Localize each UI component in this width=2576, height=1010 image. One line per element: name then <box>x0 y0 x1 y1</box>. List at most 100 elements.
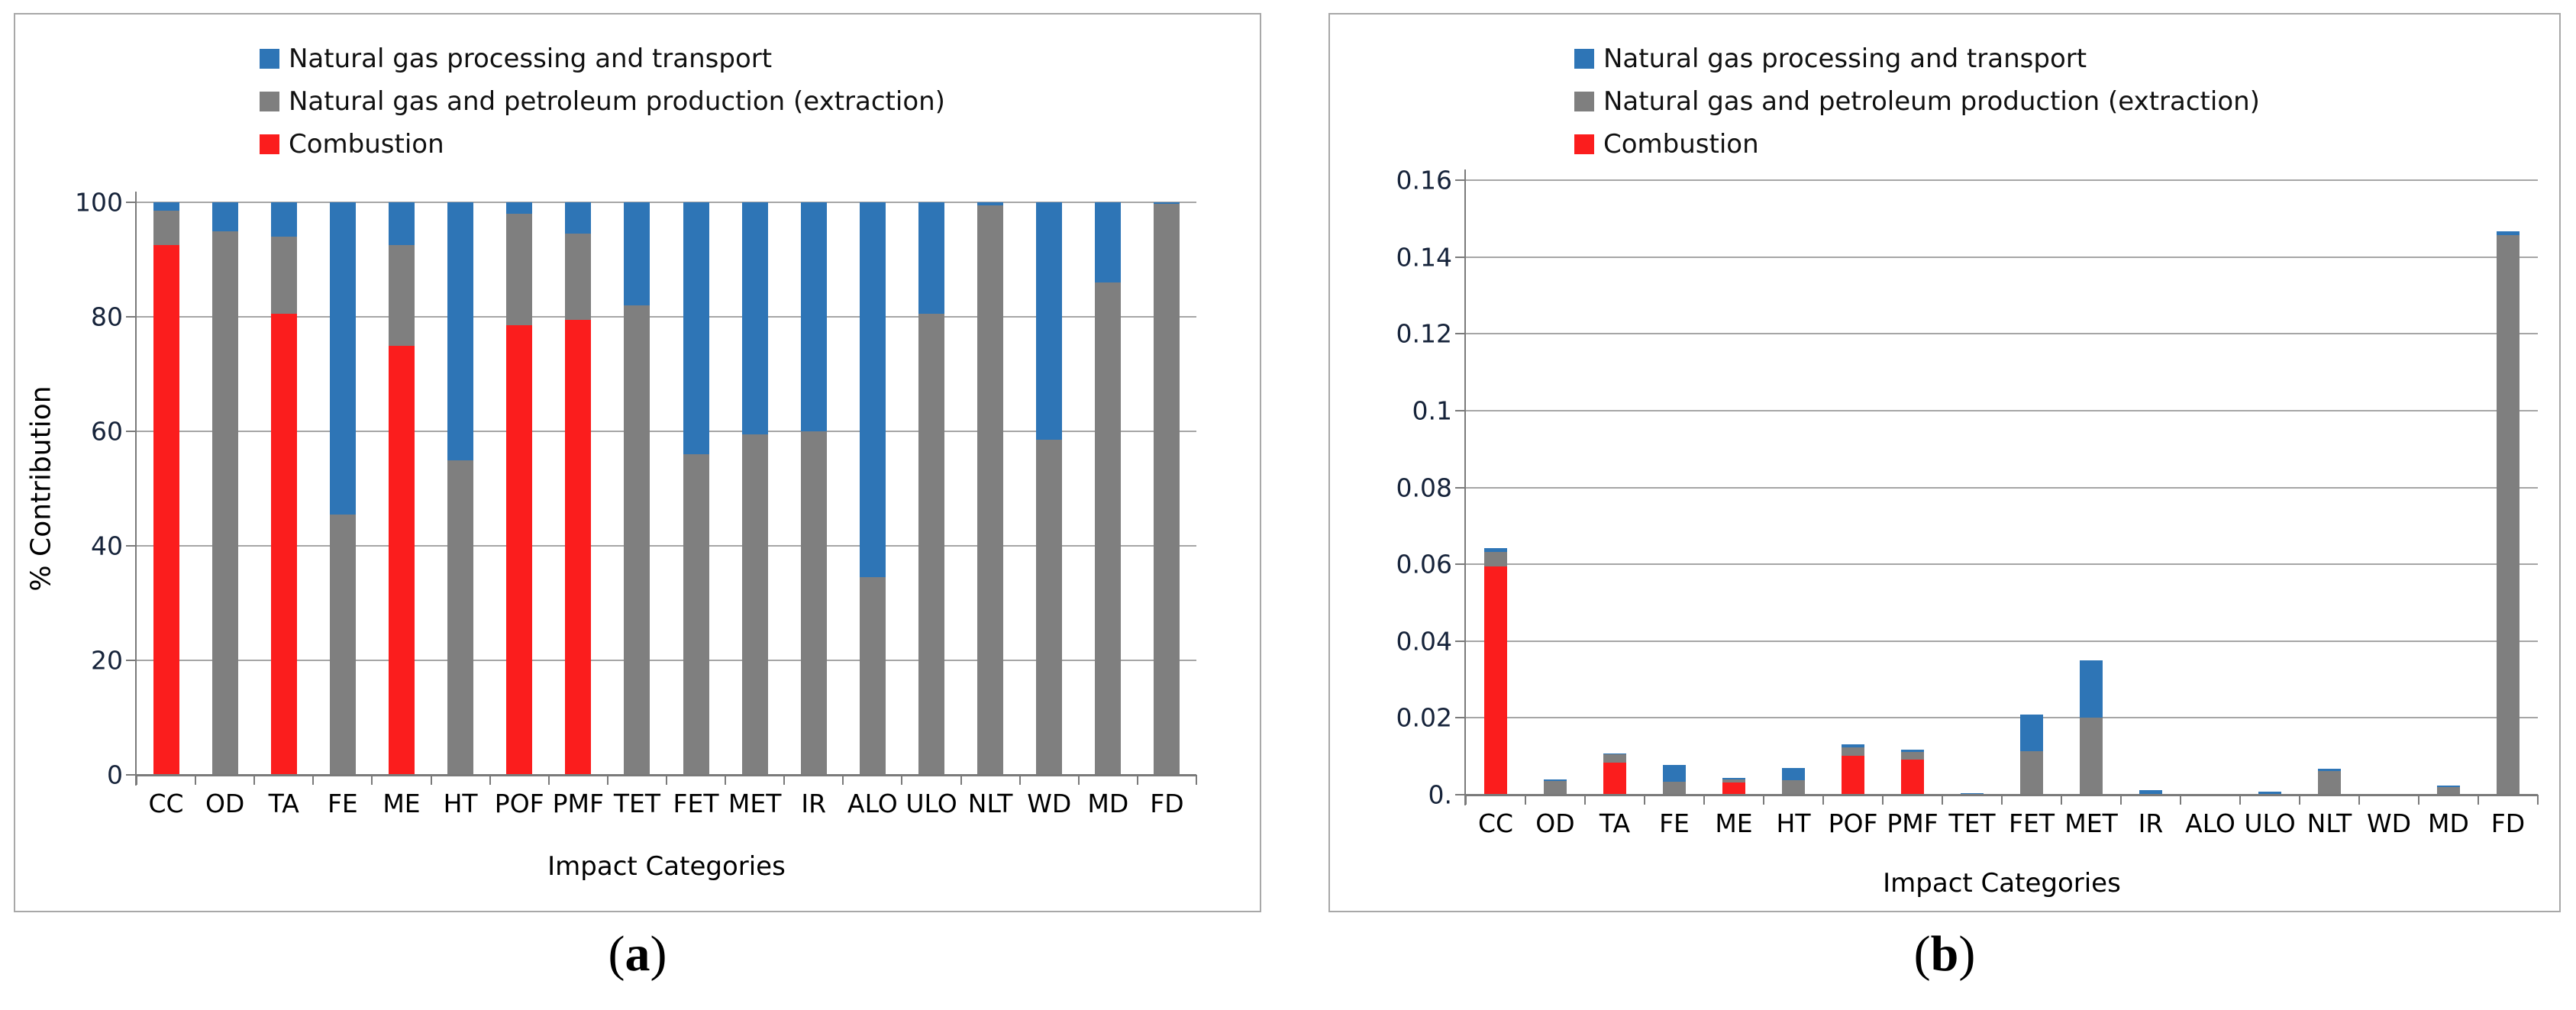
x-tick-mark <box>2061 795 2062 805</box>
legend-label: Combustion <box>289 129 444 160</box>
gridline <box>1466 333 2538 335</box>
x-tick-label: FET <box>2009 808 2055 838</box>
plot-area: 0. 0.02 0.04 0.06 0.08 0.1 0.12 0.14 0.16 CC OD TA F… <box>1396 166 2539 838</box>
caption-letter: b <box>1930 926 1959 982</box>
x-tick-label: FD <box>2490 808 2526 838</box>
x-tick-mark <box>960 775 962 785</box>
caption-b: (b) <box>1328 925 2561 983</box>
x-tick-label: WD <box>2366 808 2412 838</box>
y-tick-label: 0 <box>107 760 123 790</box>
x-tick-label: ULO <box>2244 808 2296 838</box>
x-tick-label: NLT <box>2306 808 2352 838</box>
y-tick-mark <box>1455 640 1464 642</box>
y-tick-label: 0.06 <box>1396 549 1452 579</box>
y-tick-mark <box>1455 333 1464 335</box>
y-tick-label: 80 <box>91 302 123 332</box>
gridline <box>137 660 1196 661</box>
bar-segment <box>1842 744 1864 747</box>
y-tick-label: 0.08 <box>1396 473 1452 502</box>
legend-label: Combustion <box>1603 129 1759 160</box>
x-tick-mark <box>2180 795 2181 805</box>
y-tick-label: 0.12 <box>1396 318 1452 349</box>
bar-segment <box>1663 765 1686 783</box>
bar-segment <box>211 202 238 231</box>
legend-label: Natural gas and petroleum production (ex… <box>1603 86 2260 117</box>
x-tick-mark <box>1822 795 1824 805</box>
y-tick-mark <box>1455 256 1464 258</box>
x-tick-mark <box>1882 795 1884 805</box>
bar-segment <box>1544 780 1567 795</box>
y-tick-mark <box>126 316 135 318</box>
bar-segment <box>1842 747 1864 756</box>
x-tick-label: ME <box>1715 808 1753 838</box>
gridline <box>1466 486 2538 489</box>
x-tick-mark <box>2001 795 2003 805</box>
legend-item: Natural gas and petroleum production (ex… <box>1574 80 2260 123</box>
x-tick-mark <box>901 775 903 785</box>
x-tick-label: OD <box>1535 808 1575 838</box>
x-tick-mark <box>1583 795 1586 805</box>
x-tick-mark <box>430 775 432 785</box>
bar-segment <box>2020 715 2043 751</box>
legend-item: Combustion <box>1574 123 2260 166</box>
y-tick-label: 40 <box>91 531 123 561</box>
bar-segment <box>270 202 297 237</box>
x-tick-mark <box>195 775 197 785</box>
legend-item: Natural gas processing and transport <box>260 37 945 80</box>
x-tick-label: MD <box>2428 808 2469 838</box>
bar-segment <box>1544 779 1567 781</box>
y-tick-label: 0.14 <box>1396 242 1452 273</box>
x-tick-mark <box>1465 795 1467 805</box>
x-tick-label: FE <box>327 789 358 818</box>
x-tick-label: ME <box>383 789 421 818</box>
x-tick-label: MET <box>2064 808 2118 838</box>
y-tick-mark <box>1455 179 1464 181</box>
bar-segment <box>506 202 533 214</box>
bar-segment <box>1722 779 1745 783</box>
gridline <box>137 202 1196 203</box>
x-tick-mark <box>2417 795 2419 805</box>
x-tick-mark <box>1018 775 1021 785</box>
bar-segment <box>329 202 356 515</box>
x-tick-label: HT <box>1776 808 1811 838</box>
x-tick-label: IR <box>2138 808 2164 838</box>
legend-item: Combustion <box>260 123 945 166</box>
bar-segment <box>1154 202 1180 204</box>
bar-segment <box>1483 548 1507 552</box>
bar-segment <box>1663 782 1686 795</box>
bar-segment <box>1842 755 1864 795</box>
bar-segment <box>270 237 297 315</box>
x-tick-label: POF <box>494 789 544 818</box>
legend-label: Natural gas processing and transport <box>1603 44 2087 74</box>
caption-close-paren: ) <box>1958 926 1976 982</box>
x-tick-mark <box>783 775 786 785</box>
bar-segment <box>1095 282 1122 775</box>
bar-segment <box>153 211 179 246</box>
x-tick-mark <box>253 775 256 785</box>
y-tick-mark <box>1455 409 1464 411</box>
x-tick-label: ULO <box>905 789 957 818</box>
x-tick-label: HT <box>443 789 478 818</box>
gridline <box>1466 640 2538 642</box>
x-tick-label: MD <box>1087 789 1129 818</box>
bar-segment <box>2080 660 2103 718</box>
caption-open-paren: ( <box>608 926 625 982</box>
x-tick-label: FD <box>1150 789 1184 818</box>
y-tick-label: 100 <box>75 187 123 218</box>
bar-segment <box>624 305 650 775</box>
x-tick-label: ALO <box>2185 808 2235 838</box>
bar-segment <box>389 202 415 246</box>
bar-segment <box>1722 783 1745 795</box>
x-tick-mark <box>1763 795 1764 805</box>
bar-segment <box>859 202 886 578</box>
chart-panel-b: Natural gas processing and transport Natu… <box>1328 13 2561 912</box>
bar-segment <box>1961 792 1984 795</box>
y-axis-line <box>1464 169 1466 805</box>
x-tick-label: TA <box>1599 808 1631 838</box>
x-tick-mark <box>1136 775 1138 785</box>
x-tick-mark <box>2537 795 2539 805</box>
x-tick-mark <box>1941 795 1943 805</box>
y-tick-label: 0. <box>1428 779 1453 810</box>
x-tick-label: TET <box>613 789 661 818</box>
bar-segment <box>2080 717 2103 795</box>
